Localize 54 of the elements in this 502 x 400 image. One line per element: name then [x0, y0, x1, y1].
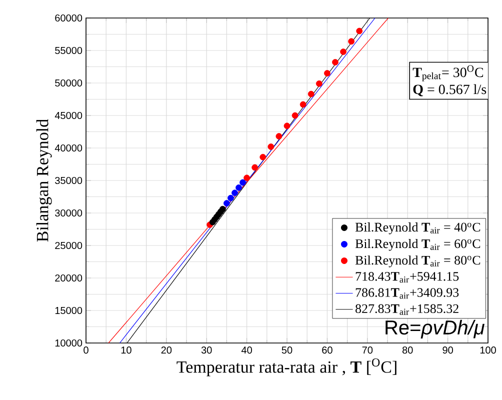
legend-label: Bil.Reynold T$_{air}$ = 80$^{o}$C	[355, 255, 480, 268]
point	[300, 101, 306, 108]
legend-label: Bil.Reynold T$_{air}$ = 40$^{o}$C	[355, 222, 480, 234]
y-tick-label: 40000	[54, 144, 82, 152]
y-tick-label: 20000	[55, 274, 82, 282]
point	[240, 179, 246, 186]
point	[268, 144, 274, 150]
legend-label: 786.81T$_{air}$+3409.93	[356, 288, 459, 299]
point	[224, 200, 230, 206]
y-tick-label: 55000	[55, 46, 82, 54]
point	[244, 174, 250, 182]
point	[316, 80, 322, 87]
annotation: T$_{pelat}$= 30$^{O}$C	[412, 65, 484, 82]
y-tick-label: 10000	[55, 339, 82, 347]
legend-label: 827.83T$_{air}$+1585.32	[356, 304, 458, 315]
y-tick-label: 50000	[55, 79, 82, 87]
y-tick-label: 60000	[55, 14, 82, 22]
x-tick-label: 10	[121, 346, 132, 354]
x-tick-label: 20	[161, 346, 172, 354]
y-tick-label: 35000	[55, 176, 82, 184]
point	[348, 38, 355, 45]
point	[332, 59, 338, 66]
annotation: Re=ρvDh/μ	[386, 320, 484, 339]
point	[219, 206, 226, 212]
point	[324, 70, 330, 76]
point	[356, 28, 363, 34]
x-tick-label: 90	[442, 346, 453, 354]
point	[260, 154, 266, 160]
point	[284, 122, 290, 130]
x-tick-label: 80	[402, 346, 413, 354]
legend-label: 718.43T$_{air}$+5941.15	[356, 272, 459, 283]
x-tick-label: 70	[362, 346, 373, 354]
annotation: Q = 0.567 l/s	[413, 84, 486, 96]
point	[276, 133, 282, 140]
x-tick-label: 30	[201, 346, 212, 354]
y-tick-label: 15000	[55, 306, 82, 314]
x-tick-label: 50	[282, 346, 292, 354]
y-tick-label: 30000	[55, 209, 82, 217]
y-tick-label: 25000	[55, 242, 82, 250]
point	[292, 112, 298, 119]
x-axis-title: Temperatur rata-rata air , T [$^{O}$C]	[176, 358, 396, 376]
y-axis-title: Bilangan Reynold	[36, 119, 52, 242]
point	[252, 164, 258, 171]
point	[232, 190, 238, 196]
x-tick-label: 60	[322, 346, 332, 354]
point	[308, 90, 314, 98]
x-tick-label: 40	[241, 346, 252, 354]
point	[228, 194, 234, 202]
legend-label: Bil.Reynold T$_{air}$ = 60$^{o}$C	[355, 238, 480, 251]
point	[236, 184, 242, 191]
x-tick-label: 100	[480, 346, 496, 354]
x-tick-label: 0	[84, 346, 88, 354]
y-tick-label: 45000	[54, 112, 82, 120]
point	[340, 48, 346, 55]
